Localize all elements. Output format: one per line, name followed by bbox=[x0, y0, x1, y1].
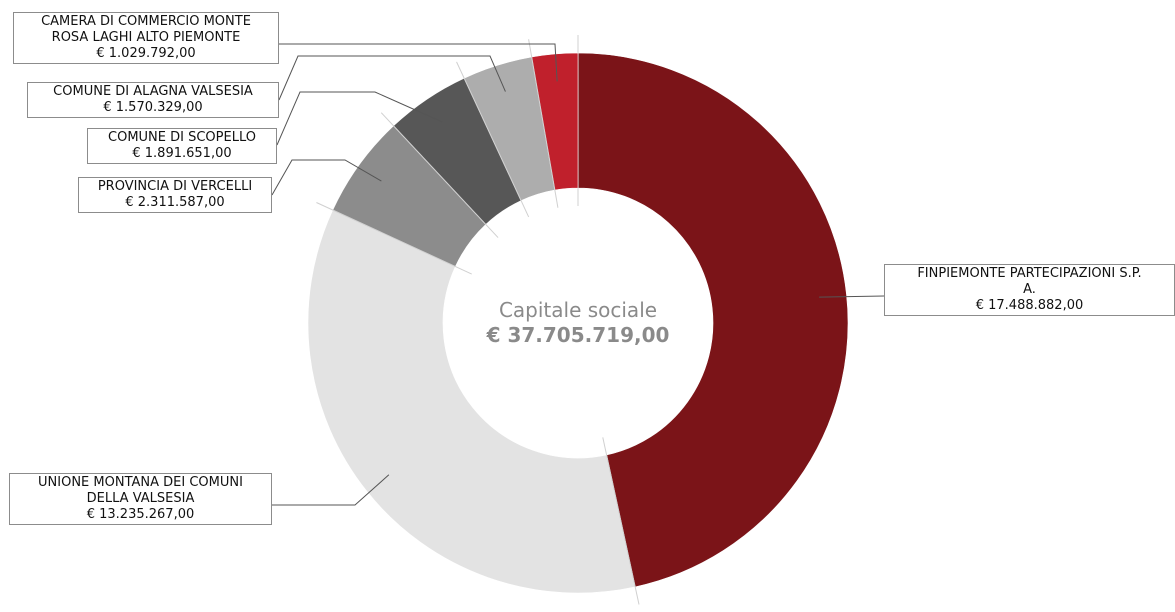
label-amount: € 2.311.587,00 bbox=[125, 195, 225, 210]
label-amount: € 13.235.267,00 bbox=[86, 507, 195, 522]
slice-separator bbox=[602, 437, 640, 605]
leader-line bbox=[272, 474, 390, 506]
label-line: COMUNE DI ALAGNA VALSESIA bbox=[53, 84, 253, 99]
leader-line bbox=[276, 91, 443, 146]
label-amount: € 1.570.329,00 bbox=[103, 100, 203, 115]
donut-slice[interactable] bbox=[577, 52, 849, 588]
slice-separator bbox=[456, 61, 530, 218]
leader-line bbox=[279, 43, 558, 82]
label-line: COMUNE DI SCOPELLO bbox=[108, 130, 256, 145]
label-line: FINPIEMONTE PARTECIPAZIONI S.P. bbox=[917, 266, 1142, 281]
label-line: ROSA LAGHI ALTO PIEMONTE bbox=[51, 30, 241, 45]
center-label: Capitale sociale € 37.705.719,00 bbox=[428, 298, 728, 348]
label-comune-scopello: COMUNE DI SCOPELLO € 1.891.651,00 bbox=[87, 128, 277, 164]
center-total: € 37.705.719,00 bbox=[486, 323, 670, 347]
label-amount: € 17.488.882,00 bbox=[975, 298, 1084, 313]
slice-separator bbox=[528, 39, 559, 208]
label-camera-commercio: CAMERA DI COMMERCIO MONTE ROSA LAGHI ALT… bbox=[13, 12, 279, 64]
label-finpiemonte: FINPIEMONTE PARTECIPAZIONI S.P. A. € 17.… bbox=[884, 264, 1175, 316]
donut-slice[interactable] bbox=[307, 209, 636, 594]
leader-line bbox=[278, 55, 506, 101]
label-amount: € 1.029.792,00 bbox=[96, 46, 196, 61]
label-line: DELLA VALSESIA bbox=[86, 491, 195, 506]
slice-separator bbox=[316, 202, 472, 275]
slice-separator bbox=[380, 112, 499, 238]
label-line: PROVINCIA DI VERCELLI bbox=[97, 179, 253, 194]
label-provincia-vercelli: PROVINCIA DI VERCELLI € 2.311.587,00 bbox=[78, 177, 272, 213]
center-title: Capitale sociale bbox=[498, 298, 658, 322]
label-comune-alagna: COMUNE DI ALAGNA VALSESIA € 1.570.329,00 bbox=[27, 82, 279, 118]
label-amount: € 1.891.651,00 bbox=[132, 146, 232, 161]
donut-slice[interactable] bbox=[531, 52, 579, 191]
label-line: CAMERA DI COMMERCIO MONTE bbox=[41, 14, 251, 29]
label-line: UNIONE MONTANA DEI COMUNI bbox=[38, 475, 243, 490]
label-unione-montana: UNIONE MONTANA DEI COMUNI DELLA VALSESIA… bbox=[9, 473, 272, 525]
label-line: A. bbox=[1023, 282, 1036, 297]
leader-line bbox=[271, 159, 382, 196]
leader-line bbox=[819, 295, 885, 298]
